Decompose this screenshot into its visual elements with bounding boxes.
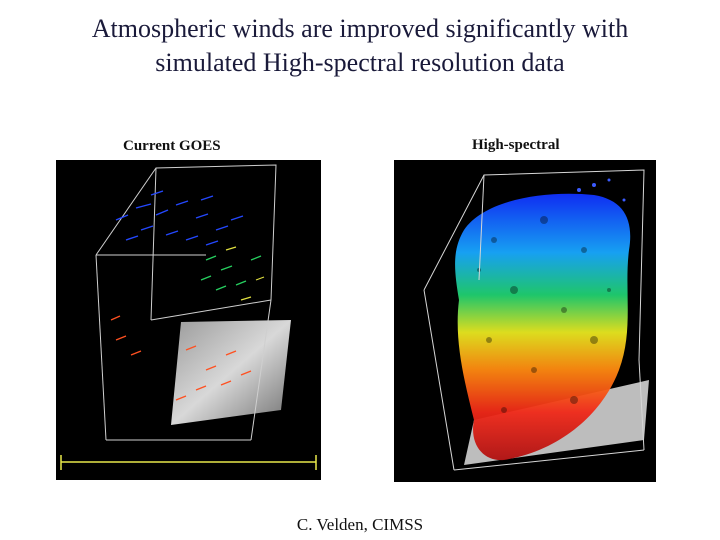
credit-text: C. Velden, CIMSS xyxy=(296,515,424,534)
slide-title: Atmospheric winds are improved significa… xyxy=(40,12,680,80)
high-spectral-image xyxy=(394,160,656,482)
left-panel-label: Current GOES xyxy=(123,138,221,154)
right-panel-label: High-spectral xyxy=(472,137,560,153)
title-line-1: Atmospheric winds are improved significa… xyxy=(91,14,629,43)
current-goes-image xyxy=(56,160,321,480)
title-line-2: simulated High-spectral resolution data xyxy=(155,48,565,77)
